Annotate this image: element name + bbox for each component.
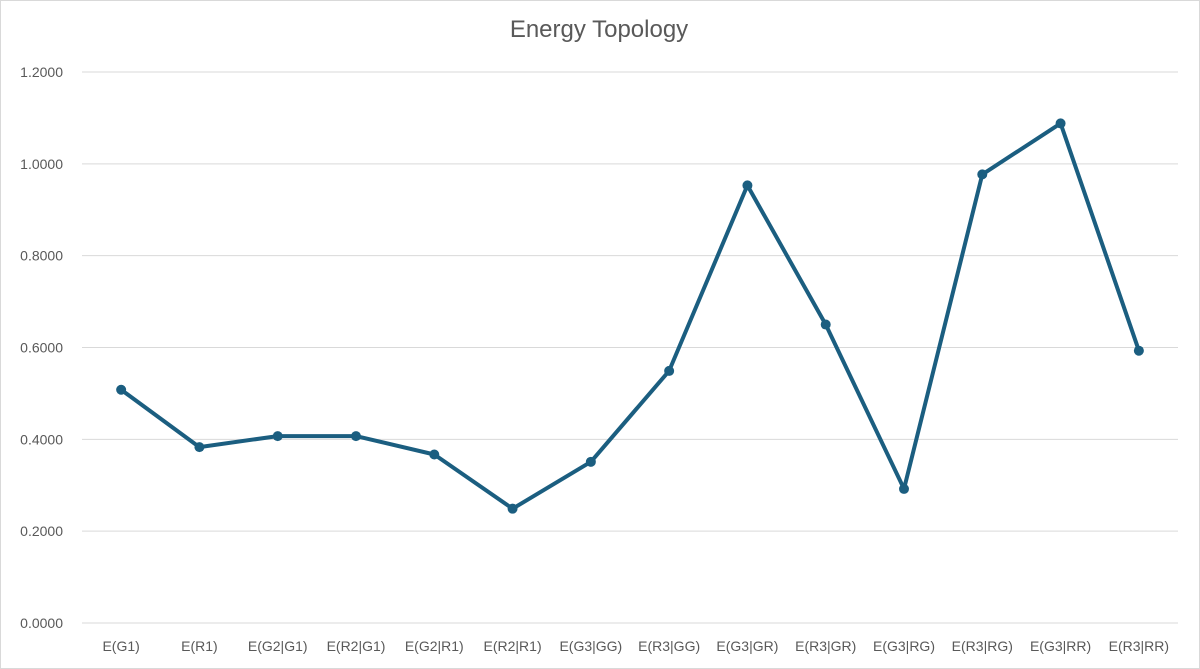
y-tick-label: 0.2000 [20,523,63,539]
x-tick-label: E(R3|GG) [638,638,700,654]
data-point [977,169,988,180]
data-point [194,442,205,453]
data-series [116,118,1144,514]
x-tick-label: E(G3|RG) [873,638,935,654]
y-tick-label: 0.8000 [20,248,63,264]
data-point [116,384,127,395]
x-tick-label: E(G3|GR) [716,638,778,654]
y-axis-tick-labels: 0.0000 0.2000 0.4000 0.6000 0.8000 1.0000 1.20… [20,64,63,631]
data-point [664,365,675,376]
x-tick-label: E(G2|G1) [248,638,308,654]
y-tick-label: 0.6000 [20,340,63,356]
x-tick-label: E(G3|RR) [1030,638,1091,654]
x-tick-label: E(R3|GR) [795,638,856,654]
data-point [1133,345,1144,356]
data-point [742,180,753,191]
x-axis-tick-labels: E(G1) E(R1) E(G2|G1) E(R2|G1) E(G2|R1) E(R2|R… [102,638,1169,654]
x-tick-label: E(R2|R1) [484,638,542,654]
y-tick-label: 1.0000 [20,156,63,172]
data-point [429,449,440,460]
x-tick-label: E(R1) [181,638,218,654]
x-tick-label: E(G1) [102,638,139,654]
x-tick-label: E(G2|R1) [405,638,464,654]
chart-title: Energy Topology [509,16,689,43]
series-line [119,121,1141,511]
data-point [272,431,283,442]
data-point [899,483,909,494]
x-tick-label: E(R3|RG) [952,638,1013,654]
data-point [585,456,596,467]
data-point [507,503,518,514]
y-tick-label: 0.4000 [20,431,63,447]
x-tick-label: E(R2|G1) [327,638,386,654]
data-point [1055,118,1066,129]
x-tick-label: E(R3|RR) [1109,638,1169,654]
y-tick-label: 1.2000 [20,64,63,80]
x-tick-label: E(G3|GG) [559,638,622,654]
data-point [351,431,361,442]
data-point [820,319,831,330]
y-tick-label: 0.0000 [20,615,63,631]
